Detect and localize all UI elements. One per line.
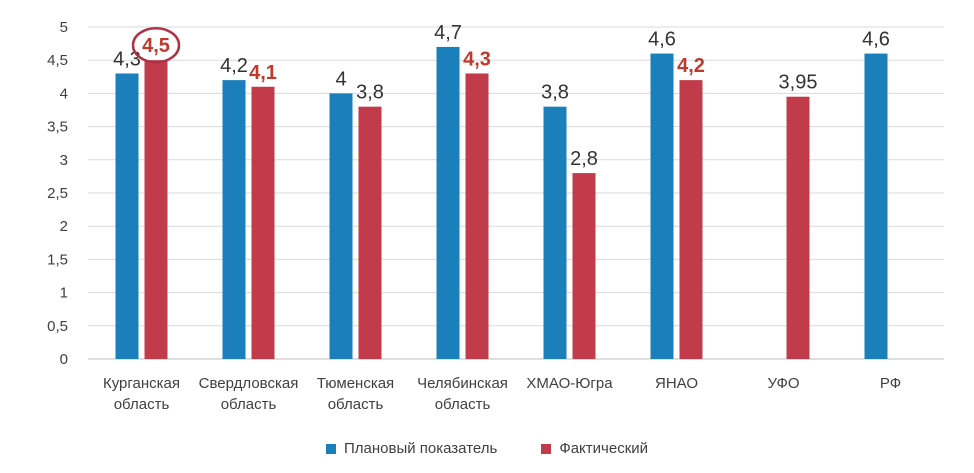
- y-tick-label: 2: [60, 218, 68, 235]
- x-category-label: Тюменская: [317, 375, 394, 392]
- x-category-label: ХМАО-Югра: [526, 375, 613, 392]
- bars: [115, 46, 888, 360]
- y-tick-label: 4,5: [47, 52, 68, 69]
- data-label: 4,2: [677, 55, 705, 77]
- bar-actual: [679, 80, 703, 360]
- x-category-label: Курганская: [103, 375, 180, 392]
- x-category-label: Свердловская: [199, 375, 299, 392]
- x-category-label: область: [114, 396, 170, 413]
- y-tick-label: 5: [60, 19, 68, 36]
- bar-plan: [864, 53, 888, 360]
- bar-plan: [436, 46, 460, 360]
- x-category-label: область: [221, 396, 277, 413]
- data-label: 4,6: [648, 29, 676, 51]
- data-label: 4,1: [249, 62, 277, 84]
- bar-actual: [572, 173, 596, 359]
- x-category-label: РФ: [880, 375, 901, 392]
- annotations: [131, 26, 181, 64]
- y-tick-label: 0,5: [47, 318, 68, 335]
- data-label: 4,6: [862, 29, 890, 51]
- legend-item-plan: Плановый показатель: [325, 440, 498, 457]
- data-label: 4,5: [142, 35, 170, 57]
- bar-actual: [358, 106, 382, 360]
- x-category-label: Челябинская: [417, 375, 508, 392]
- y-tick-label: 3,5: [47, 119, 68, 136]
- x-category-label: область: [328, 396, 384, 413]
- bar-actual: [144, 60, 168, 359]
- y-tick-label: 1,5: [47, 251, 68, 268]
- bar-actual: [786, 96, 810, 359]
- bar-plan: [115, 73, 139, 359]
- x-category-label: область: [435, 396, 491, 413]
- y-tick-label: 0: [60, 351, 68, 368]
- bar-chart: 00,511,522,533,544,55 4,34,54,2 4,1 43,84,…: [47, 19, 944, 413]
- y-tick-label: 3: [60, 152, 68, 169]
- y-tick-label: 2,5: [47, 185, 68, 202]
- bar-plan: [222, 80, 246, 360]
- y-axis-tick-labels: 0 0,5 1 1,5 2 2,5 3 3,5 4 4,5 5: [47, 19, 68, 368]
- data-label: 4,2: [220, 55, 248, 77]
- data-label: 4,3: [113, 48, 141, 70]
- x-category-label: УФО: [767, 375, 799, 392]
- legend-swatch-plan: [325, 443, 336, 454]
- data-label: 3,8: [356, 82, 384, 104]
- bar-plan: [650, 53, 674, 360]
- y-tick-label: 1: [60, 285, 68, 302]
- data-label: 4,7: [434, 22, 462, 44]
- bar-actual: [465, 73, 489, 359]
- y-tick-label: 4: [60, 85, 68, 102]
- legend-label-actual: Фактический: [559, 440, 649, 457]
- legend: Плановый показатель Фактический: [0, 440, 974, 457]
- bar-plan: [543, 106, 567, 360]
- x-axis-category-labels: Курганская область Свердловская область Тюме…: [103, 375, 901, 413]
- data-label: 3,8: [541, 82, 569, 104]
- legend-swatch-actual: [541, 443, 552, 454]
- legend-item-actual: Фактический: [541, 440, 648, 457]
- data-label: 3,95: [779, 72, 818, 94]
- bar-plan: [329, 93, 353, 360]
- data-label: 4,3: [463, 48, 491, 70]
- data-label: 4: [335, 68, 346, 90]
- bar-actual: [251, 86, 275, 359]
- legend-label-plan: Плановый показатель: [343, 440, 498, 457]
- x-category-label: ЯНАО: [655, 375, 698, 392]
- data-label: 2,8: [570, 148, 598, 170]
- highlight-circle: [131, 26, 181, 64]
- data-labels: 4,34,54,2 4,1 43,84,74,33,82,84,64,23,954,…: [113, 22, 890, 170]
